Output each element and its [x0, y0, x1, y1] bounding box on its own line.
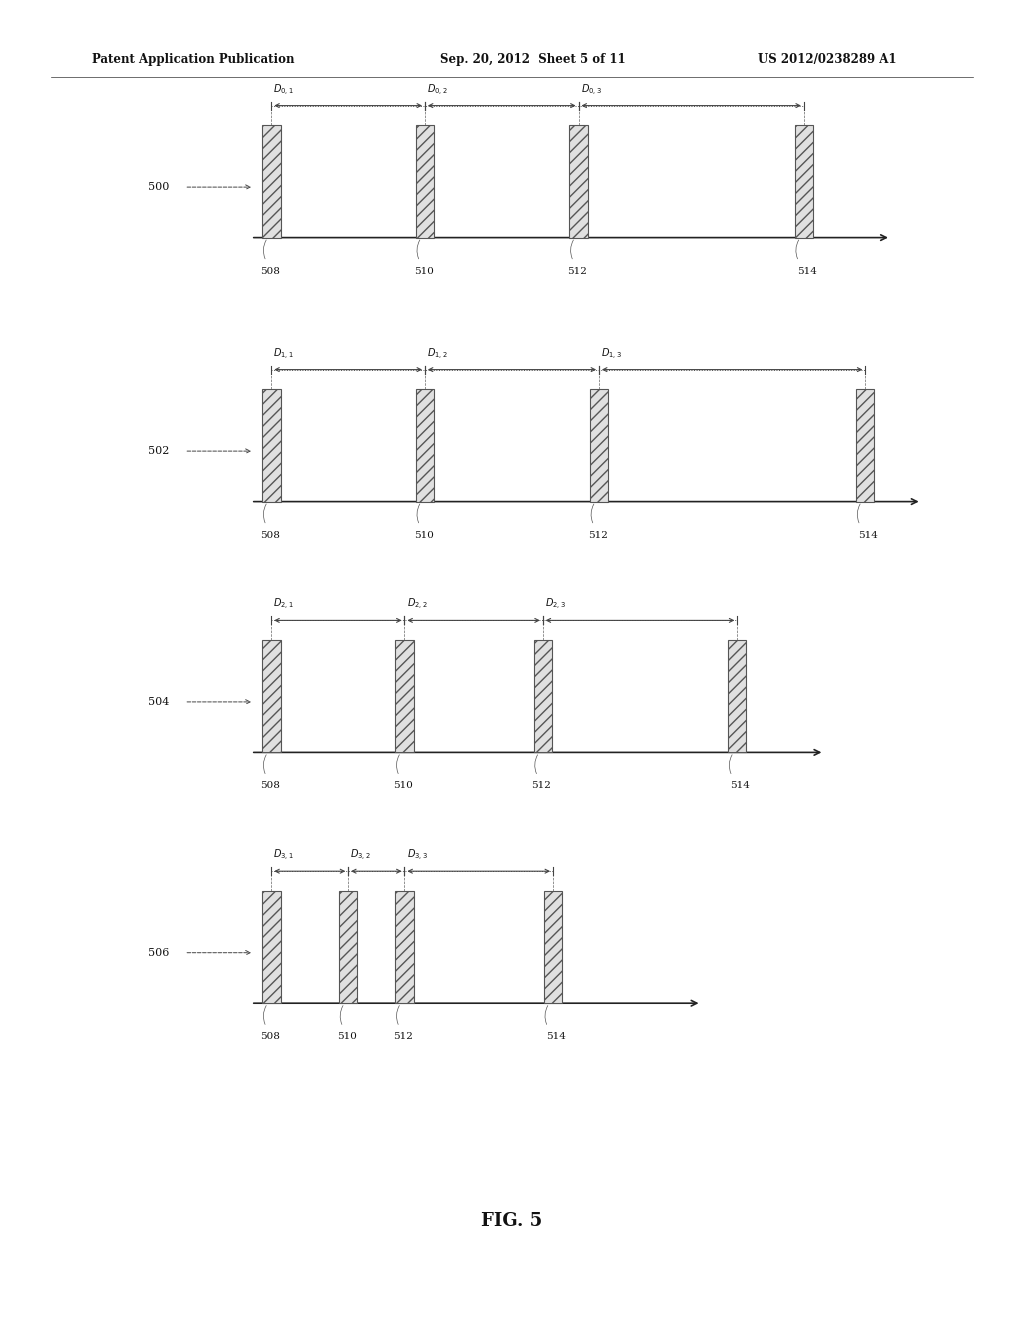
Text: 508: 508 [260, 781, 280, 791]
Text: 512: 512 [531, 781, 551, 791]
Text: 512: 512 [588, 531, 607, 540]
Text: US 2012/0238289 A1: US 2012/0238289 A1 [758, 53, 896, 66]
Bar [395, 891, 414, 1003]
Bar [339, 891, 357, 1003]
Bar [262, 125, 281, 238]
Bar [416, 125, 434, 238]
Text: 508: 508 [260, 1032, 280, 1041]
Bar [590, 389, 608, 502]
Text: $D_{1,3}$: $D_{1,3}$ [601, 347, 623, 362]
Text: Patent Application Publication: Patent Application Publication [92, 53, 295, 66]
Bar [262, 640, 281, 752]
Text: $D_{1,1}$: $D_{1,1}$ [273, 347, 294, 362]
Text: $D_{3,2}$: $D_{3,2}$ [350, 849, 371, 863]
Text: $D_{2,2}$: $D_{2,2}$ [407, 598, 427, 612]
Bar [534, 640, 552, 752]
Text: 510: 510 [337, 1032, 356, 1041]
Text: $D_{0,1}$: $D_{0,1}$ [273, 83, 294, 98]
Text: 514: 514 [730, 781, 750, 791]
Text: 514: 514 [858, 531, 878, 540]
Text: 514: 514 [546, 1032, 565, 1041]
Bar [262, 891, 281, 1003]
Text: 510: 510 [393, 781, 413, 791]
Bar [262, 389, 281, 502]
Bar [856, 389, 874, 502]
Text: 512: 512 [393, 1032, 413, 1041]
Text: 508: 508 [260, 267, 280, 276]
Text: 514: 514 [797, 267, 816, 276]
Bar [395, 640, 414, 752]
Bar [544, 891, 562, 1003]
Text: 506: 506 [148, 948, 169, 958]
Text: $D_{2,3}$: $D_{2,3}$ [545, 598, 566, 612]
Text: 504: 504 [148, 697, 169, 708]
Text: Sep. 20, 2012  Sheet 5 of 11: Sep. 20, 2012 Sheet 5 of 11 [440, 53, 626, 66]
Bar [728, 640, 746, 752]
Text: $D_{2,1}$: $D_{2,1}$ [273, 598, 294, 612]
Text: $D_{3,1}$: $D_{3,1}$ [273, 849, 294, 863]
Text: 510: 510 [414, 267, 433, 276]
Text: FIG. 5: FIG. 5 [481, 1212, 543, 1230]
Bar [569, 125, 588, 238]
Text: $D_{0,2}$: $D_{0,2}$ [427, 83, 447, 98]
Text: $D_{0,3}$: $D_{0,3}$ [581, 83, 602, 98]
Text: $D_{1,2}$: $D_{1,2}$ [427, 347, 447, 362]
Text: 510: 510 [414, 531, 433, 540]
Text: 512: 512 [567, 267, 587, 276]
Bar [795, 125, 813, 238]
Text: 502: 502 [148, 446, 169, 457]
Text: 500: 500 [148, 182, 169, 193]
Text: $D_{3,3}$: $D_{3,3}$ [407, 849, 428, 863]
Text: 508: 508 [260, 531, 280, 540]
Bar [416, 389, 434, 502]
